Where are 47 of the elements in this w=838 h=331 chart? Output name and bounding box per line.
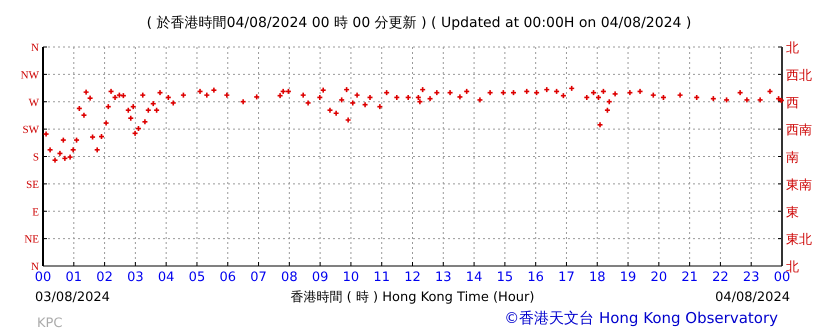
category-label: 東 [786,205,799,220]
x-tick-label: 02 [96,270,113,285]
x-tick-label: 20 [650,270,668,285]
category-label: NE [24,234,39,246]
category-label: 東北 [786,232,812,248]
category-label: 北 [786,41,799,56]
text: KPC [37,316,62,331]
x-tick-label: 00 [34,270,52,285]
category-label: S [32,152,39,164]
text: 03/08/2024 [35,290,110,305]
x-tick-label: 04 [158,270,174,285]
x-tick-label: 11 [373,270,390,285]
x-tick-label: 21 [681,270,698,285]
x-tick-label: 01 [66,270,82,285]
x-tick-label: 13 [435,270,452,285]
category-label: SE [26,178,39,191]
category-label: 南 [786,150,799,166]
x-tick-label: 12 [404,270,421,285]
category-label: 西 [786,96,799,111]
x-tick-label: 09 [312,270,328,285]
category-label: W [28,96,39,109]
category-label: N [31,42,39,54]
x-tick-label: 06 [219,270,236,285]
x-tick-label: 10 [342,270,360,285]
x-tick-label: 23 [742,270,760,285]
x-tick-label: 07 [250,270,267,285]
text: ©香港天文台 Hong Kong Observatory [504,309,778,327]
category-label: 西南 [786,123,812,138]
x-axis-title: 香港時間 ( 時 ) Hong Kong Time (Hour) [290,290,534,305]
chart-title: ( 於香港時間04/08/2024 00 時 00 分更新 ) ( Updated at 00:00H on 04/08/2024 ) [146,15,692,31]
category-label: 西北 [786,68,812,84]
x-tick-label: 19 [620,270,636,285]
text: 04/08/2024 [715,290,790,305]
category-label: 東南 [786,178,812,193]
category-label: N [31,261,39,273]
category-label: NW [20,69,39,82]
x-tick-label: 16 [527,270,544,285]
x-tick-label: 17 [558,270,575,285]
x-tick-label: 05 [188,270,206,285]
category-label: E [32,206,39,218]
x-tick-label: 18 [588,270,606,285]
x-tick-label: 08 [281,270,298,285]
x-tick-label: 22 [712,270,729,285]
x-tick-label: 14 [466,270,482,285]
x-tick-label: 15 [496,270,514,285]
category-label: SW [22,124,39,136]
x-tick-label: 03 [127,270,144,285]
